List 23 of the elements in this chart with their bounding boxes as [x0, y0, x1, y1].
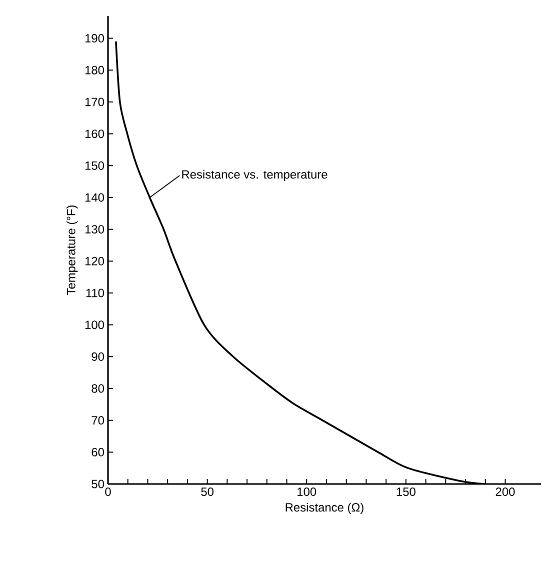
y-tick-label: 140 — [85, 193, 104, 202]
y-tick-label: 50 — [92, 480, 104, 488]
y-tick-label: 170 — [85, 98, 104, 106]
y-tick-label: 150 — [85, 161, 104, 170]
y-tick-label: 70 — [92, 416, 104, 425]
y-tick-label: 160 — [85, 130, 104, 138]
y-tick-label: 130 — [85, 225, 104, 234]
y-tick-label: 60 — [92, 448, 104, 456]
y-tick-label: 90 — [92, 352, 104, 361]
y-tick-label: 190 — [85, 34, 104, 43]
x-axis-title: Resistance (Ω) — [286, 502, 364, 514]
x-tick-label: 0 — [105, 488, 111, 496]
x-tick-label: 100 — [298, 488, 316, 496]
y-tick-label: 80 — [92, 384, 104, 393]
annotation: Resistance vs. temperature — [182, 170, 328, 182]
y-tick-label: 100 — [85, 320, 104, 330]
x-tick-label: 200 — [496, 488, 515, 496]
y-tick-label: 120 — [85, 256, 104, 266]
y-tick-label: 180 — [85, 66, 104, 74]
y-tick-label: 110 — [86, 288, 104, 298]
y-axis-title: Temperature (°F) — [66, 206, 78, 295]
x-tick-label: 150 — [396, 488, 416, 496]
x-tick-label: 50 — [201, 488, 214, 496]
